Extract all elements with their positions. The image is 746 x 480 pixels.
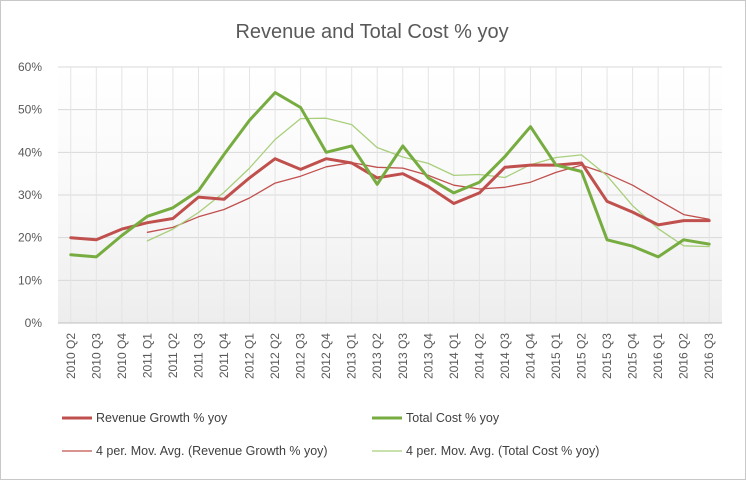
x-tick-label: 2013 Q2 bbox=[370, 333, 384, 379]
x-tick-label: 2016 Q1 bbox=[651, 333, 665, 379]
x-tick-label: 2012 Q4 bbox=[319, 333, 333, 379]
x-tick-label: 2015 Q2 bbox=[575, 333, 589, 379]
legend-label-4: 4 per. Mov. Avg. (Total Cost % yoy) bbox=[406, 444, 599, 458]
x-tick-label: 2011 Q3 bbox=[191, 333, 205, 378]
x-tick-label: 2015 Q3 bbox=[600, 333, 614, 379]
x-tick-label: 2010 Q3 bbox=[89, 333, 103, 379]
y-tick-label: 60% bbox=[18, 60, 42, 74]
y-tick-label: 20% bbox=[18, 231, 42, 245]
x-tick-label: 2012 Q2 bbox=[268, 333, 282, 379]
x-tick-label: 2010 Q2 bbox=[64, 333, 78, 379]
y-tick-label: 10% bbox=[18, 273, 42, 287]
series-line-4 bbox=[146, 117, 710, 248]
x-tick-label: 2013 Q4 bbox=[421, 333, 435, 379]
legend-label-2: Total Cost % yoy bbox=[406, 411, 500, 425]
x-tick-label: 2016 Q3 bbox=[702, 333, 716, 379]
y-tick-label: 30% bbox=[18, 188, 42, 202]
series-line-3 bbox=[146, 161, 710, 233]
x-tick-label: 2012 Q1 bbox=[243, 333, 257, 379]
x-tick-label: 2014 Q4 bbox=[523, 333, 537, 379]
x-tick-label: 2011 Q4 bbox=[217, 333, 231, 378]
series-line-2 bbox=[69, 91, 711, 259]
x-tick-label: 2014 Q2 bbox=[472, 333, 486, 379]
legend-label-1: Revenue Growth % yoy bbox=[96, 411, 228, 425]
x-tick-label: 2015 Q4 bbox=[626, 333, 640, 379]
x-tick-label: 2016 Q2 bbox=[677, 333, 691, 379]
x-tick-label: 2013 Q3 bbox=[396, 333, 410, 379]
y-tick-label: 50% bbox=[18, 103, 42, 117]
x-tick-label: 2014 Q1 bbox=[447, 333, 461, 379]
series-line-1 bbox=[69, 157, 711, 242]
x-tick-label: 2012 Q3 bbox=[294, 333, 308, 379]
x-tick-label: 2011 Q1 bbox=[140, 333, 154, 378]
x-tick-label: 2011 Q2 bbox=[166, 333, 180, 378]
x-tick-label: 2014 Q3 bbox=[498, 333, 512, 379]
chart-title: Revenue and Total Cost % yoy bbox=[235, 21, 508, 43]
legend-label-3: 4 per. Mov. Avg. (Revenue Growth % yoy) bbox=[96, 444, 328, 458]
x-tick-label: 2015 Q1 bbox=[549, 333, 563, 379]
legend: Revenue Growth % yoy Total Cost % yoy 4 pe… bbox=[62, 411, 599, 458]
y-tick-label: 40% bbox=[18, 145, 42, 159]
x-tick-label: 2013 Q1 bbox=[345, 333, 359, 379]
x-tick-label: 2010 Q4 bbox=[115, 333, 129, 379]
y-tick-label: 0% bbox=[25, 316, 43, 330]
